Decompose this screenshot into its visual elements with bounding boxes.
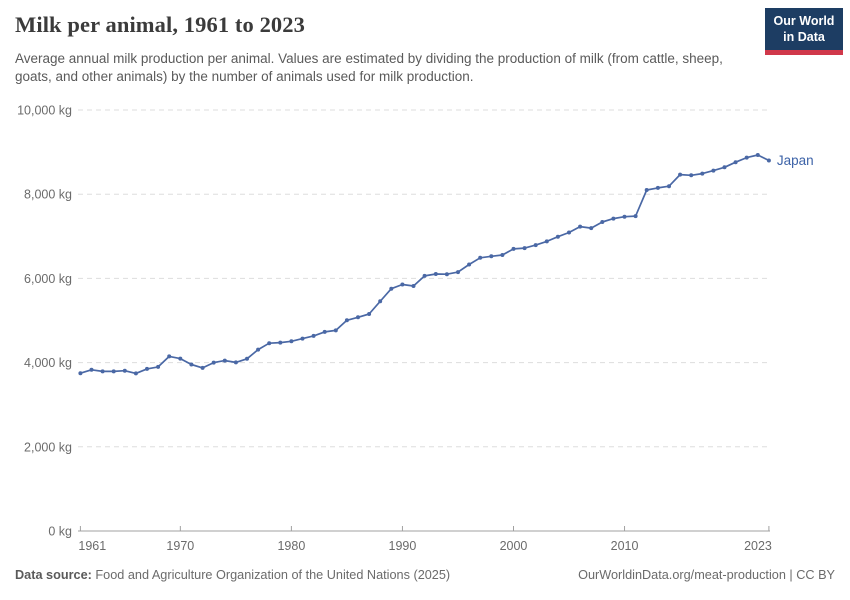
x-axis-tick-label: 1990 xyxy=(389,539,417,553)
data-point[interactable] xyxy=(500,253,505,257)
y-axis-tick-label: 4,000 kg xyxy=(24,356,72,370)
data-point[interactable] xyxy=(367,312,372,316)
y-axis-tick-label: 2,000 kg xyxy=(24,440,72,454)
data-point[interactable] xyxy=(311,333,316,338)
x-axis-tick-label: 1961 xyxy=(78,539,106,553)
data-point[interactable] xyxy=(744,155,749,160)
data-point[interactable] xyxy=(644,188,649,192)
data-point[interactable] xyxy=(167,354,172,359)
data-point[interactable] xyxy=(755,153,760,157)
data-point[interactable] xyxy=(133,371,138,376)
data-point[interactable] xyxy=(733,160,738,165)
x-axis-tick-label: 1970 xyxy=(166,539,194,553)
data-point[interactable] xyxy=(633,214,638,219)
data-point[interactable] xyxy=(555,234,560,239)
y-axis-tick-label: 10,000 kg xyxy=(17,104,72,118)
data-point[interactable] xyxy=(200,365,205,370)
data-point[interactable] xyxy=(589,226,594,231)
data-point[interactable] xyxy=(400,282,405,287)
owid-logo-line2: in Data xyxy=(783,29,825,44)
data-source-text: Food and Agriculture Organization of the… xyxy=(95,568,451,582)
data-point[interactable] xyxy=(544,239,549,244)
x-axis-tick-label: 1980 xyxy=(277,539,305,553)
data-point[interactable] xyxy=(411,284,416,288)
data-point[interactable] xyxy=(378,299,383,304)
data-point[interactable] xyxy=(422,273,427,278)
owid-logo[interactable]: Our World in Data xyxy=(765,8,843,56)
data-point[interactable] xyxy=(211,360,216,365)
credit-link[interactable]: OurWorldinData.org/meat-production | CC … xyxy=(578,568,835,582)
data-point[interactable] xyxy=(178,356,183,361)
data-point[interactable] xyxy=(611,216,616,221)
data-point[interactable] xyxy=(456,270,460,275)
data-point[interactable] xyxy=(444,272,449,277)
chart-title: Milk per animal, 1961 to 2023 xyxy=(15,12,305,37)
data-point[interactable] xyxy=(233,360,238,365)
x-axis-tick-label: 2023 xyxy=(744,539,772,553)
data-point[interactable] xyxy=(356,315,360,320)
data-point[interactable] xyxy=(344,318,349,323)
data-point[interactable] xyxy=(511,246,516,251)
data-point[interactable] xyxy=(655,185,660,190)
data-point[interactable] xyxy=(145,366,149,371)
data-point[interactable] xyxy=(256,347,261,352)
series-entity-label: Japan xyxy=(777,153,814,168)
owid-logo-line1: Our World xyxy=(773,14,835,28)
chart-subtitle: Average annual milk production per anima… xyxy=(15,51,723,84)
data-point[interactable] xyxy=(489,254,494,259)
data-point[interactable] xyxy=(667,184,671,189)
data-point[interactable] xyxy=(222,358,227,363)
data-point[interactable] xyxy=(467,262,472,267)
data-point[interactable] xyxy=(578,224,583,229)
data-point[interactable] xyxy=(156,364,161,369)
series-line[interactable] xyxy=(79,154,770,375)
data-point[interactable] xyxy=(567,230,571,235)
data-point[interactable] xyxy=(300,336,305,341)
data-point[interactable] xyxy=(389,286,394,291)
data-point[interactable] xyxy=(322,329,327,334)
data-point[interactable] xyxy=(689,173,694,178)
data-point[interactable] xyxy=(100,369,105,374)
data-point[interactable] xyxy=(267,341,272,346)
data-point[interactable] xyxy=(245,356,249,361)
data-point[interactable] xyxy=(289,339,294,344)
data-point[interactable] xyxy=(522,246,527,251)
y-axis-tick-label: 8,000 kg xyxy=(24,188,72,202)
data-point[interactable] xyxy=(700,171,705,176)
data-point[interactable] xyxy=(122,368,127,373)
data-point[interactable] xyxy=(189,362,194,367)
chart-footer: Data source: Food and Agriculture Organi… xyxy=(15,568,835,582)
data-point[interactable] xyxy=(766,158,771,163)
data-point[interactable] xyxy=(678,172,683,177)
y-axis-tick-label: 0 kg xyxy=(48,525,72,539)
data-point[interactable] xyxy=(600,220,605,224)
data-point[interactable] xyxy=(89,367,94,372)
x-axis-tick-label: 2010 xyxy=(611,539,639,553)
data-source-label: Data source: xyxy=(15,568,92,582)
y-axis-tick-label: 6,000 kg xyxy=(24,272,72,286)
x-axis-tick-label: 2000 xyxy=(500,539,528,553)
data-point[interactable] xyxy=(111,369,116,374)
data-point[interactable] xyxy=(478,255,483,260)
data-point[interactable] xyxy=(533,243,538,248)
data-point[interactable] xyxy=(278,340,283,345)
data-point[interactable] xyxy=(622,214,627,219)
data-point[interactable] xyxy=(333,328,338,333)
data-source: Data source: Food and Agriculture Organi… xyxy=(15,568,450,582)
data-point[interactable] xyxy=(78,371,83,376)
data-point[interactable] xyxy=(711,168,716,173)
data-point[interactable] xyxy=(433,272,438,276)
data-point[interactable] xyxy=(722,165,727,170)
